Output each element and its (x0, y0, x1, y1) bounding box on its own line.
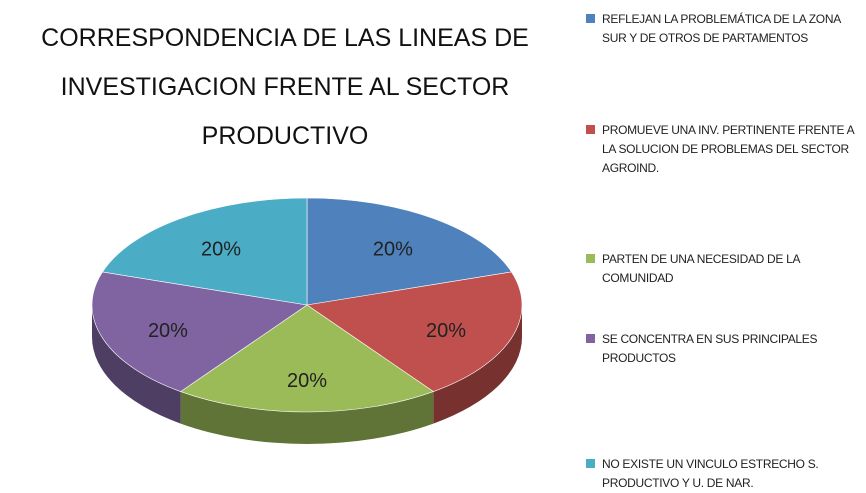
legend-swatch (586, 14, 595, 23)
pie-slice (179, 304, 435, 413)
chart-title: CORRESPONDENCIA DE LAS LINEAS DE INVESTI… (41, 24, 529, 150)
legend-item: SE CONCENTRA EN SUS PRINCIPALES PRODUCTO… (586, 330, 861, 368)
legend-swatch (586, 459, 595, 468)
data-label: 20% (426, 320, 466, 342)
pie-slice (91, 271, 308, 392)
chart: 20% 20% 20% 20% 20% (91, 197, 523, 444)
legend-swatch (586, 254, 595, 263)
legend-label: NO EXISTE UN VINCULO ESTRECHO S. PRODUCT… (602, 457, 819, 490)
pie-slice (102, 197, 308, 306)
data-label: 20% (373, 238, 413, 260)
pie-slice-side (92, 305, 181, 424)
legend-label: PARTEN DE UNA NECESIDAD DE LA COMUNIDAD (602, 252, 800, 285)
legend-swatch (586, 334, 595, 343)
pie-slice (306, 271, 523, 392)
legend-label: PROMUEVE UNA INV. PERTINENTE FRENTE A LA… (602, 123, 854, 175)
legend-item: PARTEN DE UNA NECESIDAD DE LA COMUNIDAD (586, 250, 861, 288)
pie-slice-side (180, 391, 434, 444)
legend-label: REFLEJAN LA PROBLEMÁTICA DE LA ZONA SUR … (602, 12, 841, 45)
pie-slice-side (433, 305, 522, 424)
legend-item: NO EXISTE UN VINCULO ESTRECHO S. PRODUCT… (586, 455, 861, 493)
data-label: 20% (148, 320, 188, 342)
pie-slice (306, 197, 512, 306)
legend-swatch (586, 125, 595, 134)
data-label: 20% (287, 370, 327, 392)
legend-label: SE CONCENTRA EN SUS PRINCIPALES PRODUCTO… (602, 332, 818, 365)
legend-item: REFLEJAN LA PROBLEMÁTICA DE LA ZONA SUR … (586, 10, 861, 48)
data-label: 20% (201, 238, 241, 260)
legend-item: PROMUEVE UNA INV. PERTINENTE FRENTE A LA… (586, 121, 861, 178)
